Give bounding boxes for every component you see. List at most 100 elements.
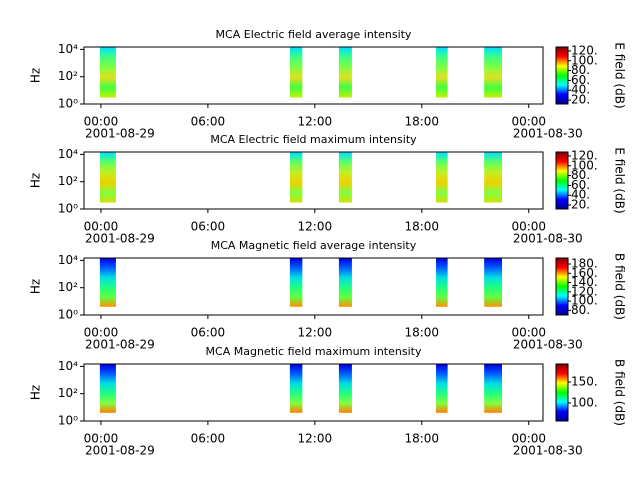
colorbar-tick-label: 160. (571, 266, 598, 280)
y-tick-label: 10⁴ (58, 42, 78, 56)
spectrogram-block (289, 152, 303, 203)
y-tick-label: 10⁰ (58, 414, 78, 428)
colorbar-tick-label: 120. (571, 148, 598, 162)
x-tick-label: 00:00 (511, 326, 546, 340)
x-tick-label: 18:00 (404, 220, 439, 234)
x-tick-label: 00:00 (84, 432, 119, 446)
date-label: 2001-08-29 (85, 127, 155, 141)
panel-title: MCA Magnetic field average intensity (211, 239, 417, 252)
x-tick-label: 18:00 (404, 115, 439, 129)
spectrogram-block (436, 258, 448, 307)
spectrogram-block (484, 152, 503, 203)
colorbar-tick-label: 40. (571, 188, 590, 202)
panel-title: MCA Electric field maximum intensity (210, 133, 417, 146)
colorbar-tick-label: 100. (571, 158, 598, 172)
date-label: 2001-08-30 (513, 338, 583, 352)
colorbar (555, 151, 569, 210)
spectrogram-block (99, 47, 116, 98)
x-tick-label: 00:00 (84, 220, 119, 234)
colorbar-tick-label: 60. (571, 73, 590, 87)
x-tick-label: 00:00 (511, 220, 546, 234)
x-tick-label: 06:00 (191, 432, 226, 446)
plot-frame (83, 46, 544, 105)
y-tick-label: 10⁴ (58, 359, 78, 373)
colorbar-tick-label: 180. (571, 257, 598, 271)
colorbar-tick-label: 100. (571, 294, 598, 308)
colorbar-tick-label: 120. (571, 284, 598, 298)
y-axis-label: Hz (29, 68, 43, 83)
colorbar-tick-label: 80. (571, 303, 590, 317)
date-label: 2001-08-30 (513, 232, 583, 246)
y-tick-label: 10⁴ (58, 147, 78, 161)
x-tick-label: 12:00 (298, 326, 333, 340)
y-tick-label: 10⁴ (58, 253, 78, 267)
colorbar (555, 46, 569, 105)
colorbar-label: B field (dB) (613, 253, 627, 320)
spectrogram-block (338, 258, 352, 307)
colorbar (555, 257, 569, 316)
colorbar-tick-label: 120. (571, 43, 598, 57)
spectrogram-block (338, 364, 352, 413)
spectrogram-block (338, 152, 352, 203)
spectrogram-block (436, 47, 448, 98)
colorbar-tick-label: 60. (571, 178, 590, 192)
colorbar-tick-label: 80. (571, 168, 590, 182)
colorbar-tick-label: 20. (571, 93, 590, 107)
colorbar-tick-label: 150. (571, 375, 598, 389)
x-tick-label: 00:00 (84, 326, 119, 340)
spectrogram-block (289, 364, 303, 413)
x-tick-label: 00:00 (511, 432, 546, 446)
spectrogram-block (338, 47, 352, 98)
colorbar-label: E field (dB) (613, 42, 627, 108)
y-tick-label: 10⁰ (58, 202, 78, 216)
colorbar-tick-label: 80. (571, 63, 590, 77)
y-axis-label: Hz (29, 279, 43, 294)
spectrogram-block (99, 258, 116, 307)
colorbar-tick-label: 20. (571, 198, 590, 212)
colorbar (555, 363, 569, 422)
x-tick-label: 00:00 (511, 115, 546, 129)
date-label: 2001-08-29 (85, 444, 155, 458)
colorbar-tick-label: 40. (571, 83, 590, 97)
x-tick-label: 18:00 (404, 432, 439, 446)
colorbar-tick-label: 100. (571, 395, 598, 409)
x-tick-label: 00:00 (84, 115, 119, 129)
colorbar-tick-label: 100. (571, 53, 598, 67)
spectrogram-block (436, 364, 448, 413)
x-tick-label: 12:00 (298, 432, 333, 446)
x-tick-label: 06:00 (191, 326, 226, 340)
spectrogram-block (484, 258, 503, 307)
y-tick-label: 10² (58, 174, 78, 188)
plot-frame (83, 257, 544, 316)
date-label: 2001-08-30 (513, 127, 583, 141)
plot-frame (83, 363, 544, 422)
date-label: 2001-08-29 (85, 232, 155, 246)
panel-title: MCA Electric field average intensity (216, 28, 412, 41)
x-tick-label: 06:00 (191, 220, 226, 234)
spectrogram-block (484, 47, 503, 98)
plot-frame (83, 151, 544, 210)
x-tick-label: 12:00 (298, 115, 333, 129)
y-axis-label: Hz (29, 385, 43, 400)
panel-title: MCA Magnetic field maximum intensity (206, 345, 422, 358)
y-tick-label: 10⁰ (58, 97, 78, 111)
date-label: 2001-08-29 (85, 338, 155, 352)
x-tick-label: 06:00 (191, 115, 226, 129)
date-label: 2001-08-30 (513, 444, 583, 458)
spectrogram-block (289, 258, 303, 307)
spectrogram-block (99, 364, 116, 413)
y-tick-label: 10⁰ (58, 308, 78, 322)
y-tick-label: 10² (58, 69, 78, 83)
y-tick-label: 10² (58, 280, 78, 294)
y-tick-label: 10² (58, 386, 78, 400)
spectrogram-block (289, 47, 303, 98)
x-tick-label: 12:00 (298, 220, 333, 234)
y-axis-label: Hz (29, 173, 43, 188)
spectrogram-block (436, 152, 448, 203)
spectrogram-block (484, 364, 503, 413)
spectrogram-block (99, 152, 116, 203)
colorbar-label: E field (dB) (613, 147, 627, 213)
colorbar-tick-label: 140. (571, 275, 598, 289)
